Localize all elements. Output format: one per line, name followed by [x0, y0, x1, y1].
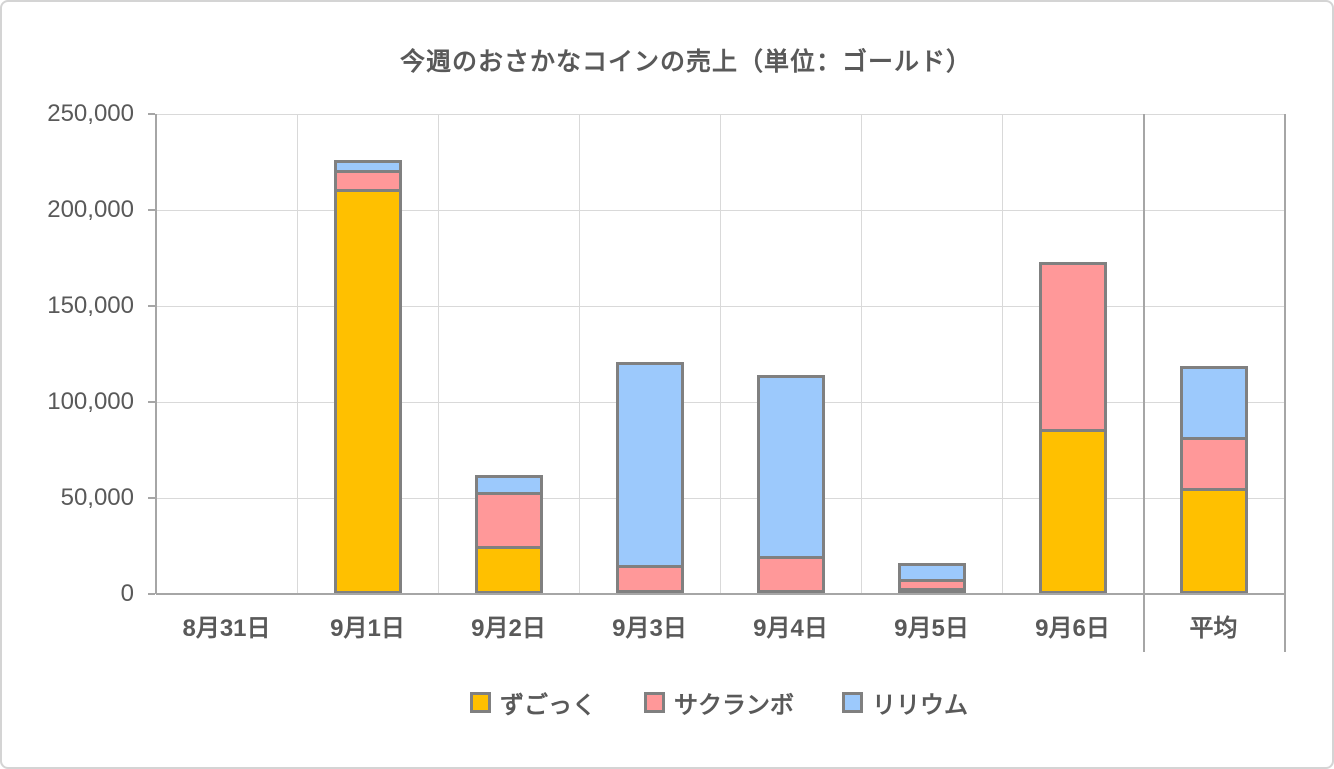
y-axis-line	[155, 114, 157, 594]
bar-segment	[1179, 365, 1248, 440]
legend-item: サクランボ	[644, 685, 794, 720]
gridline	[296, 114, 298, 594]
y-axis-tick	[148, 113, 155, 115]
bar-segment	[333, 169, 402, 192]
gridline	[860, 114, 862, 594]
legend-label: リリウム	[872, 692, 968, 719]
y-axis-label: 50,000	[60, 484, 134, 511]
chart-legend: ずごっく サクランボ リリウム	[470, 685, 968, 720]
legend-item: ずごっく	[470, 685, 596, 720]
legend-label: サクランボ	[674, 692, 794, 719]
bar-segment	[474, 474, 543, 496]
plot-right-border	[1284, 114, 1286, 652]
bar-segment	[615, 361, 684, 569]
y-axis-label: 250,000	[47, 100, 134, 127]
x-axis-label: 9月2日	[471, 615, 546, 642]
bar-segment	[333, 188, 402, 594]
y-axis-tick	[148, 209, 155, 211]
y-axis-tick	[148, 401, 155, 403]
bar-segment	[1038, 428, 1107, 594]
x-axis-label: 9月1日	[330, 615, 405, 642]
plot-area	[155, 113, 1284, 595]
bar-segment	[474, 492, 543, 549]
legend-label: ずごっく	[500, 692, 596, 719]
legend-swatch-icon	[470, 692, 491, 713]
y-axis-tick	[148, 593, 155, 595]
x-axis-label: 9月6日	[1035, 615, 1110, 642]
y-axis-tick	[148, 305, 155, 307]
average-separator-line	[1143, 114, 1145, 652]
x-axis-label: 8月31日	[182, 615, 271, 642]
gridline	[578, 114, 580, 594]
gridline	[1001, 114, 1003, 594]
gridline	[437, 114, 439, 594]
bar-segment	[333, 160, 402, 173]
x-axis-line	[156, 593, 1284, 595]
bar-segment	[1179, 436, 1248, 492]
bar-segment	[1038, 261, 1107, 432]
gridline	[719, 114, 721, 594]
y-axis-label: 0	[120, 580, 134, 607]
bar-segment	[474, 546, 543, 594]
legend-swatch-icon	[644, 692, 665, 713]
bar-segment	[615, 565, 684, 594]
legend-item: リリウム	[842, 685, 968, 720]
bar-segment	[1179, 488, 1248, 594]
y-axis-label: 200,000	[47, 196, 134, 223]
x-axis-label: 9月4日	[753, 615, 828, 642]
x-axis-label: 9月3日	[612, 615, 687, 642]
bar-segment	[897, 563, 966, 582]
bar-segment	[756, 375, 825, 559]
y-axis-label: 100,000	[47, 388, 134, 415]
chart-title: 今週のおさかなコインの売上（単位：ゴールド）	[399, 48, 973, 76]
legend-swatch-icon	[842, 692, 863, 713]
bar-segment	[756, 555, 825, 594]
x-axis-label: 平均	[1189, 615, 1238, 642]
y-axis-label: 150,000	[47, 292, 134, 319]
x-axis-label: 9月5日	[894, 615, 969, 642]
y-axis-tick	[148, 497, 155, 499]
